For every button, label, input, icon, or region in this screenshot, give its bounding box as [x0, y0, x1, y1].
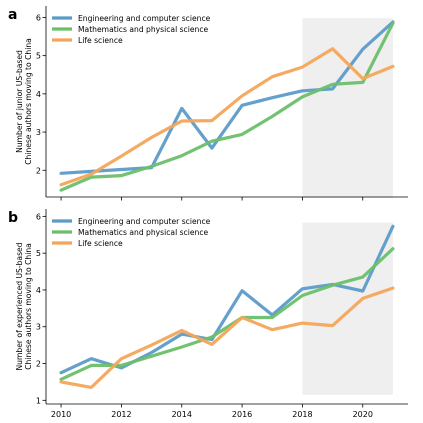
- legend-label: Mathematics and physical science: [78, 25, 208, 34]
- y-axis-label-line: Number of experienced US-based: [15, 242, 24, 370]
- y-axis-label-line: Chinese authors moving to China: [24, 243, 33, 370]
- legend-label: Engineering and computer science: [78, 14, 211, 23]
- panel-a-chart: 2 3 4 5 6 Number of junior US-basedChinese au…: [8, 6, 408, 201]
- shaded-region: [302, 18, 393, 198]
- x-tick-label: 2018: [292, 410, 312, 419]
- series-line-3: [59, 47, 395, 187]
- series-line-3: [59, 286, 395, 389]
- panel-b-chart: 1 2 3 4 5 6 2010 2012 2014 2016 2018 2020 Number of …: [8, 209, 408, 419]
- x-tick-label: 2020: [353, 410, 373, 419]
- panel-label: b: [8, 210, 18, 226]
- legend: Engineering and computer science Mathemat…: [52, 14, 211, 45]
- y-tick-label: 4: [36, 286, 41, 295]
- y-tick-label: 2: [36, 360, 41, 369]
- panel-label: a: [8, 7, 17, 23]
- legend: Engineering and computer science Mathemat…: [52, 217, 211, 248]
- y-tick-label: 5: [36, 52, 41, 61]
- series-line-1: [59, 20, 395, 175]
- legend-label: Life science: [78, 239, 123, 248]
- y-tick-label: 3: [36, 323, 41, 332]
- legend-label: Engineering and computer science: [78, 217, 211, 226]
- legend-label: Life science: [78, 36, 123, 45]
- x-tick-label: 2012: [111, 410, 131, 419]
- y-axis-label: Number of junior US-basedChinese authors…: [15, 38, 33, 165]
- y-tick-label: 4: [36, 90, 41, 99]
- y-axis-label: Number of experienced US-basedChinese au…: [15, 242, 33, 370]
- legend-label: Mathematics and physical science: [78, 228, 208, 237]
- y-tick-label: 3: [36, 128, 41, 137]
- y-tick-label: 1: [36, 396, 41, 405]
- series-line-2: [59, 21, 395, 192]
- y-tick-label: 5: [36, 249, 41, 258]
- x-tick-label: 2014: [172, 410, 192, 419]
- y-tick-label: 2: [36, 166, 41, 175]
- y-axis-label-line: Chinese authors moving to China: [24, 38, 33, 165]
- x-tick-label: 2010: [51, 410, 71, 419]
- shaded-region: [302, 222, 393, 395]
- y-tick-label: 6: [36, 212, 41, 221]
- y-tick-label: 6: [36, 13, 41, 22]
- y-axis-label-line: Number of junior US-based: [15, 50, 24, 153]
- x-tick-label: 2016: [232, 410, 252, 419]
